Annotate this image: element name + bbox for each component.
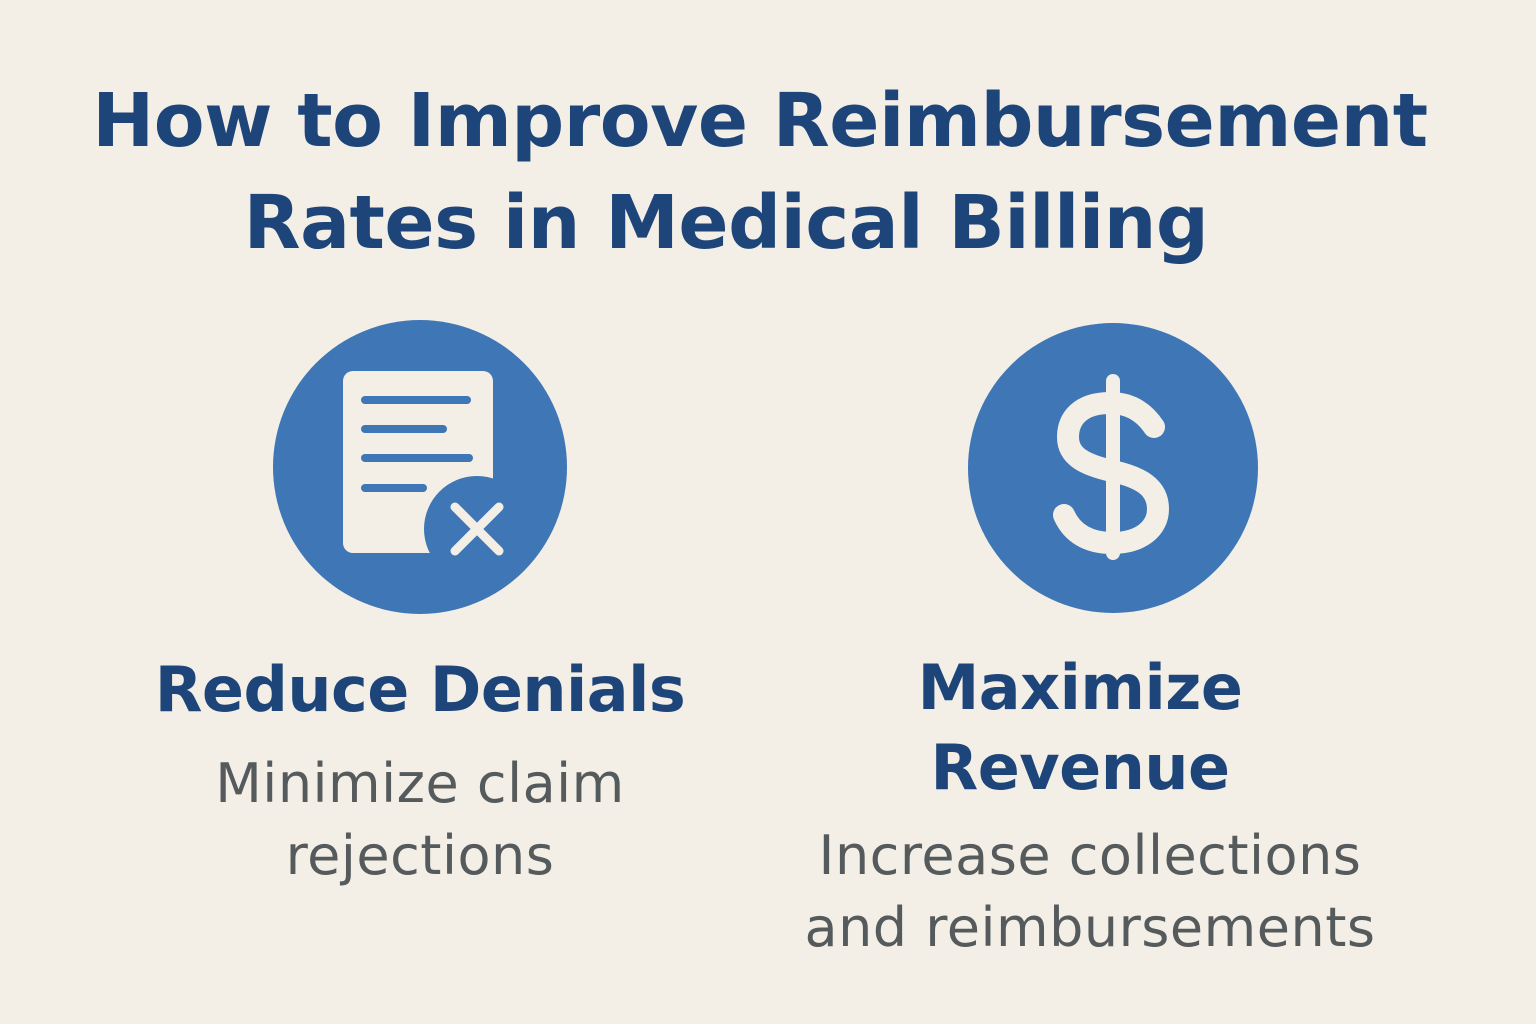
page-title-line-1: How to Improve Reimbursement	[92, 78, 1428, 164]
document-x-icon	[273, 320, 567, 614]
reduce-denials-description: Minimize claim rejections	[215, 752, 625, 887]
maximize-revenue-heading: Maximize Revenue	[917, 651, 1243, 804]
maximize-revenue-description: Increase collections and reimbursements	[804, 824, 1376, 959]
reduce-denials-heading: Reduce Denials	[154, 653, 686, 726]
benefit-maximize-revenue: Maximize Revenue Increase collections an…	[790, 0, 1390, 1024]
dollar-icon	[968, 323, 1258, 613]
page-title-line-2: Rates in Medical Billing	[243, 180, 1209, 266]
benefit-reduce-denials: Reduce Denials Minimize claim rejections	[130, 0, 710, 1024]
